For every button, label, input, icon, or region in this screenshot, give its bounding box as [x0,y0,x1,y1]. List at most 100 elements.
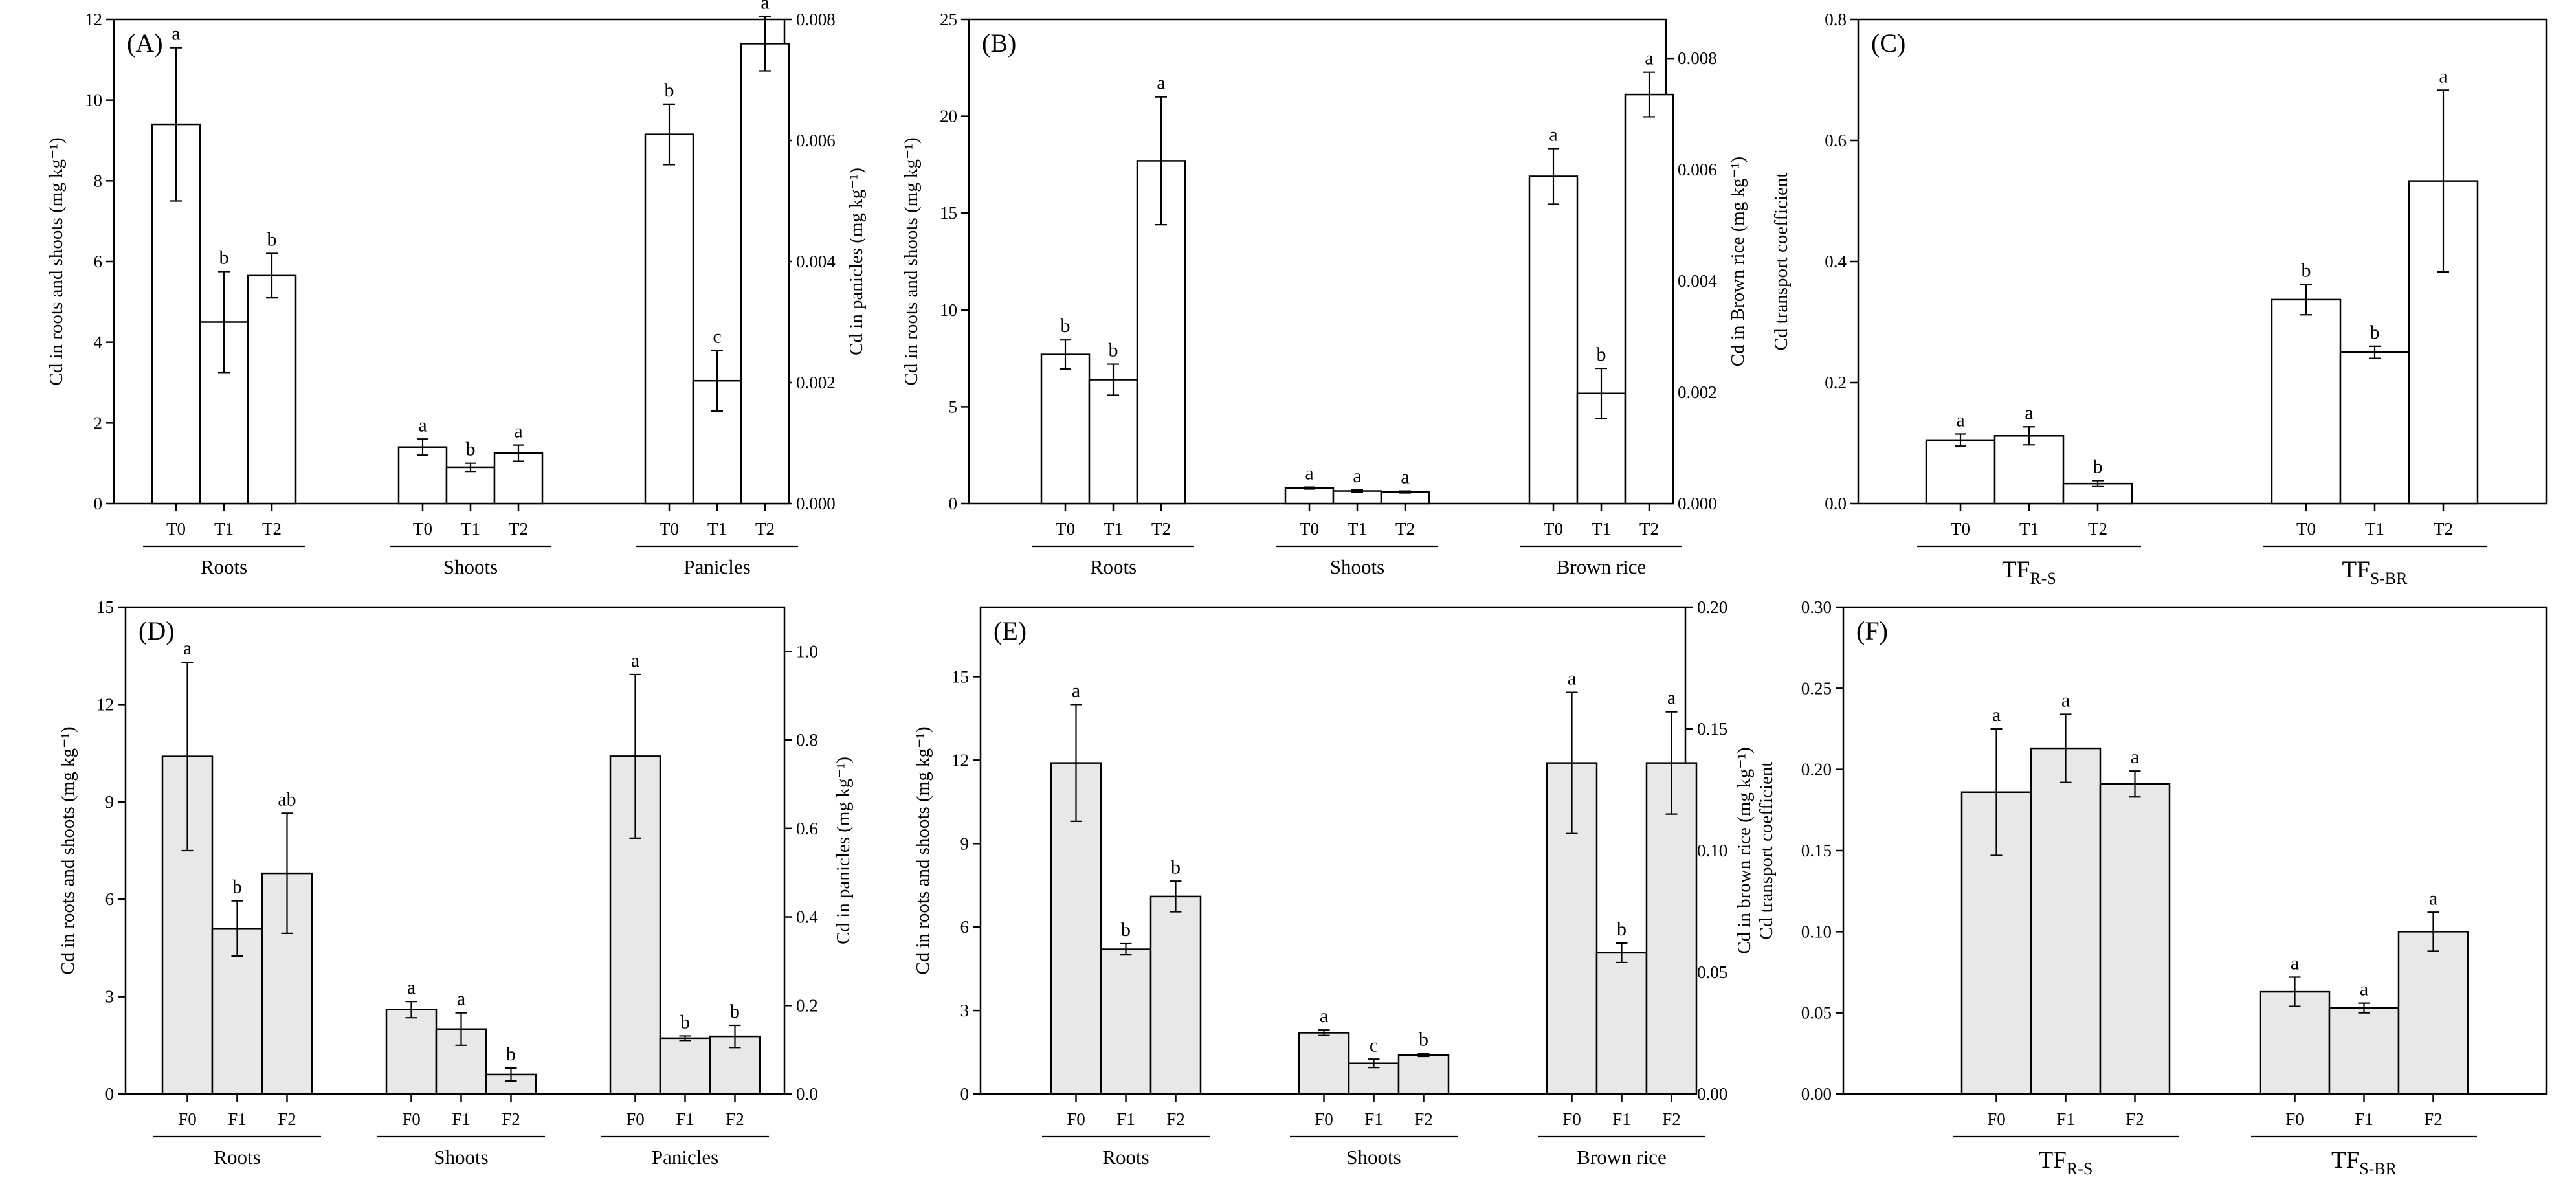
significance-letter: b [1597,344,1606,365]
bar [1298,1032,1350,1095]
significance-letter: b [680,1011,690,1032]
y-tick-label: 3 [105,987,115,1007]
x-tick-label: F1 [1116,1109,1135,1129]
y-tick-label: 0.2 [1825,373,1847,392]
significance-letter: b [466,439,476,460]
bar [1528,175,1579,505]
y2-tick-label: 0.000 [796,494,836,513]
y-tick-label: 0.8 [1825,10,1847,29]
y-tick-label: 25 [940,10,957,29]
bar [2030,747,2102,1095]
y2-tick-label: 0.6 [796,819,818,838]
y2-axis-title: Cd in panicles (mg kg⁻¹) [846,168,867,355]
x-tick-label: F0 [1987,1109,2006,1129]
group-label: Panicles [683,555,750,578]
bar [1284,487,1335,505]
significance-letter: a [418,414,427,436]
bar [1546,762,1598,1095]
significance-letter: a [1157,72,1165,94]
significance-letter: a [2025,402,2033,423]
x-tick-label: F0 [1315,1109,1333,1129]
y2-tick-label: 0.008 [796,10,836,29]
panel-a: (A) 0 2 4 6 8 10 12 0.000 0.002 0.004 0.006 0.008 Cd … [46,0,867,578]
y-tick-label: 0.25 [1801,678,1832,698]
y2-tick-label: 0.05 [1697,963,1727,982]
y-tick-label: 0.00 [1801,1084,1832,1104]
y-tick-label: 0 [105,1084,115,1104]
x-tick-label: T0 [660,519,679,539]
group-label: Shoots [443,555,498,578]
group-label-subscript: R-S [2030,569,2056,588]
group-label-subscript: S-BR [2370,569,2408,588]
y2-tick-label: 0.4 [796,908,818,927]
panel-label: (D) [139,616,175,645]
x-tick-label: T2 [262,519,282,539]
significance-letter: a [1320,1005,1328,1027]
y2-tick-label: 0.002 [796,373,836,392]
group-label-subscript: R-S [2067,1159,2093,1178]
x-tick-label: F2 [1662,1109,1681,1129]
x-tick-label: F0 [626,1109,645,1129]
bar [644,133,694,505]
y2-tick-label: 0.000 [1678,494,1717,513]
y-tick-label: 10 [85,91,102,110]
panel-label: (C) [1871,28,1905,58]
x-tick-label: F2 [278,1109,296,1129]
significance-letter: a [631,650,639,671]
group-label: TFS-BR [2331,1147,2397,1178]
y2-tick-label: 0.006 [1678,160,1717,179]
y2-tick-label: 0.006 [796,131,836,150]
y-tick-label: 12 [85,10,102,29]
significance-letter: b [2370,322,2380,343]
panel-d: (D) 0 3 6 9 12 15 0.0 0.2 0.4 0.6 0.8 1.0 Cd in roots… [58,597,854,1168]
significance-letter: a [1401,467,1409,488]
bar [1397,1054,1450,1095]
bar [659,1037,711,1095]
y-tick-label: 0.4 [1825,252,1847,271]
x-tick-label: F0 [178,1109,197,1129]
significance-letter: a [2291,953,2299,974]
x-tick-label: F0 [1562,1109,1581,1129]
y-tick-label: 12 [951,750,969,770]
y2-axis-title: Cd in Brown rice (mg kg⁻¹) [1727,157,1748,366]
significance-letter: b [1617,919,1627,940]
y-axis-title: Cd in roots and shoots (mg kg⁻¹) [913,726,933,974]
significance-letter: b [2302,260,2311,282]
group-label: Roots [201,555,247,578]
y-tick-label: 0.30 [1801,597,1832,617]
group-label-subscript: S-BR [2359,1159,2397,1178]
y2-tick-label: 0.00 [1697,1084,1727,1104]
x-tick-label: T0 [1544,519,1563,539]
y-tick-label: 9 [105,792,115,812]
y-tick-label: 0.15 [1801,841,1832,860]
bar [1100,948,1152,1095]
y-tick-label: 8 [94,171,103,190]
significance-letter: b [1419,1029,1428,1051]
significance-letter: a [1549,124,1557,145]
y-axis-title: Cd transport coefficient [1771,173,1792,351]
x-tick-label: T0 [413,519,432,539]
group-label: Shoots [434,1146,488,1168]
group-label: TFS-BR [2342,557,2408,588]
y-tick-label: 10 [940,300,957,320]
x-tick-label: T1 [707,519,727,539]
significance-letter: c [1370,1034,1378,1056]
group-label: Roots [1090,555,1137,578]
bar [1380,491,1430,505]
x-tick-label: T2 [509,519,528,539]
y2-tick-label: 0.8 [796,730,818,750]
x-tick-label: T0 [2296,519,2316,539]
x-tick-label: T1 [1348,519,1367,539]
y-tick-label: 3 [960,1001,970,1020]
y-tick-label: 6 [94,252,103,271]
x-tick-label: F2 [2424,1109,2443,1129]
group-label: TFR-S [2002,557,2056,588]
x-tick-label: F0 [2285,1109,2304,1129]
y-tick-label: 9 [960,834,970,853]
x-tick-label: T1 [2019,519,2039,539]
group-label: Shoots [1346,1146,1401,1168]
x-tick-label: T0 [1300,519,1319,539]
bar [1645,762,1698,1095]
bar [247,274,297,505]
